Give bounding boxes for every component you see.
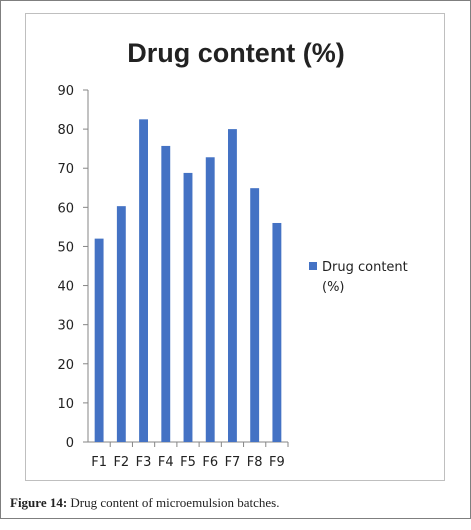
bar-f1 <box>94 238 104 442</box>
bar-f2 <box>116 206 126 442</box>
chart-area: Drug content (%) 0 10 20 30 40 50 60 70 80 90 F1 F2… <box>25 13 445 481</box>
bar-f7 <box>228 129 237 442</box>
y-tick-label: 60 <box>57 201 74 216</box>
y-tick-label: 50 <box>57 240 74 255</box>
bar-f6 <box>205 157 215 442</box>
y-tick-label: 30 <box>57 319 74 334</box>
axes: 0 10 20 30 40 50 60 70 80 90 F1 F2 F3 F4 F5 F6 F7 F8 F9 <box>57 84 289 470</box>
x-tick-label: F3 <box>136 455 152 470</box>
chart-title: Drug content (%) <box>127 38 344 68</box>
y-tick-label: 90 <box>57 84 74 99</box>
bar-chart: Drug content (%) 0 10 20 30 40 50 60 70 80 90 F1 F2… <box>57 38 408 470</box>
x-tick-label: F8 <box>247 455 263 470</box>
y-tick-label: 20 <box>57 358 74 373</box>
x-tick-label: F5 <box>180 455 196 470</box>
y-tick-label: 70 <box>57 162 74 177</box>
legend: Drug content (%) <box>309 260 408 295</box>
figure-caption: Figure 14: Drug content of microemulsion… <box>10 495 465 511</box>
bars <box>94 119 282 442</box>
y-tick-label: 0 <box>66 436 74 451</box>
x-tick-label: F9 <box>269 455 285 470</box>
x-tick-label: F4 <box>158 455 174 470</box>
figure-number: Figure 14: <box>10 495 68 510</box>
bar-f9 <box>272 222 282 442</box>
legend-label: Drug content <box>322 260 408 275</box>
legend-label: (%) <box>322 280 345 295</box>
x-tick-label: F7 <box>225 455 241 470</box>
x-tick-label: F2 <box>113 455 129 470</box>
caption-text: Drug content of microemulsion batches. <box>70 495 280 510</box>
y-tick-label: 80 <box>57 123 74 138</box>
y-tick-label: 40 <box>57 280 74 295</box>
bar-f8 <box>250 188 260 442</box>
x-tick-label: F6 <box>202 455 218 470</box>
bar-f4 <box>161 145 171 442</box>
x-tick-label: F1 <box>91 455 107 470</box>
figure-frame: Drug content (%) 0 10 20 30 40 50 60 70 80 90 F1 F2… <box>0 0 471 519</box>
bar-f3 <box>139 119 148 442</box>
bar-f5 <box>183 172 193 442</box>
legend-swatch <box>309 262 317 270</box>
y-tick-label: 10 <box>57 397 74 412</box>
